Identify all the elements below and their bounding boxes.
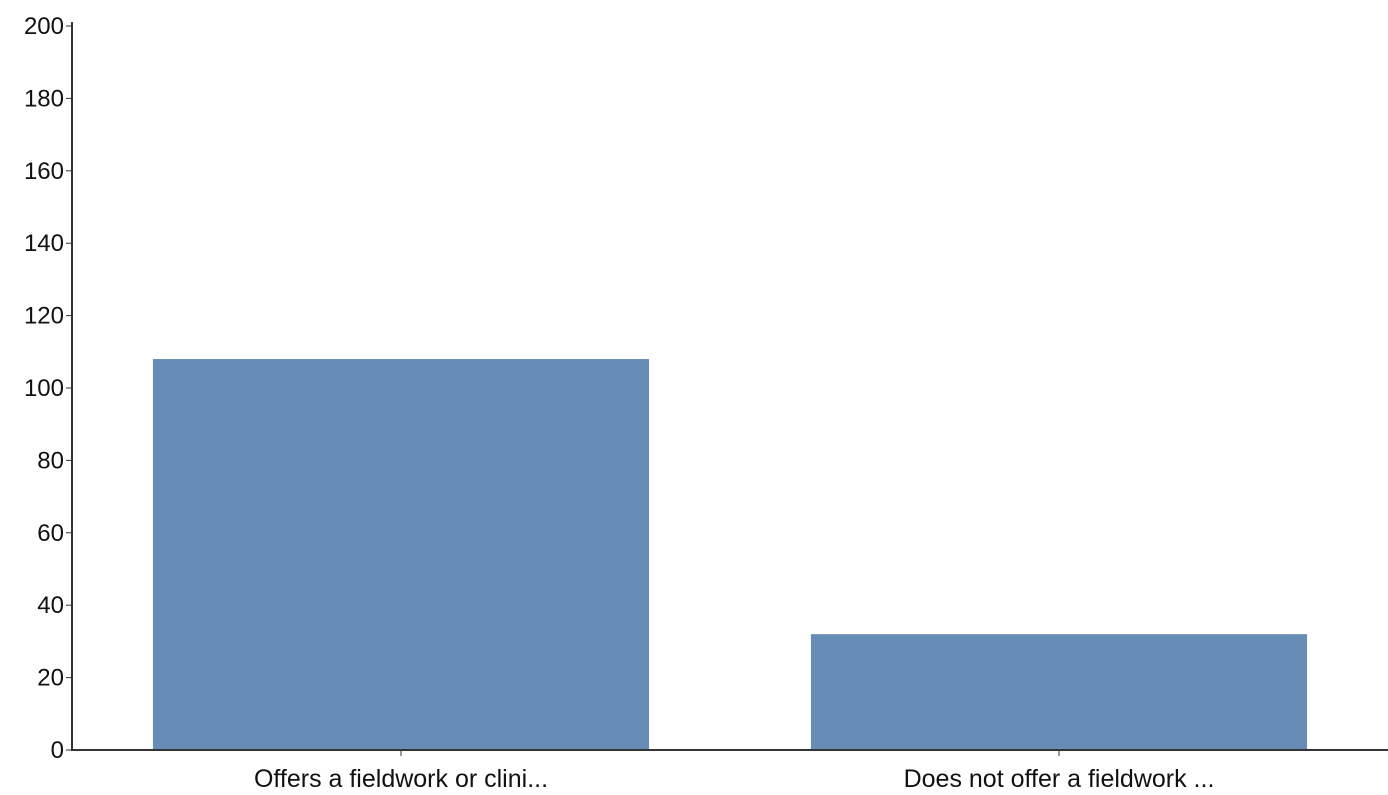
y-tick-label: 40: [37, 592, 64, 619]
y-tick-label: 180: [24, 85, 64, 112]
y-tick-label: 160: [24, 158, 64, 185]
y-tick-label: 20: [37, 665, 64, 692]
y-tick-label: 140: [24, 230, 64, 257]
x-axis-ticks: Offers a fieldwork or clini... Does not o…: [254, 750, 1215, 793]
y-tick-label: 80: [37, 447, 64, 474]
bar: [152, 359, 650, 750]
y-tick-label: 200: [24, 13, 64, 40]
x-tick-label: Does not offer a fieldwork ...: [904, 765, 1215, 790]
y-axis-ticks: 0 20 40 60 80 100 120 140 160 180 200: [24, 13, 72, 764]
y-tick-label: 0: [51, 737, 64, 764]
bar: [810, 634, 1308, 750]
y-tick-label: 120: [24, 303, 64, 330]
y-tick-label: 60: [37, 520, 64, 547]
y-tick-label: 100: [24, 375, 64, 402]
bars: [152, 359, 1308, 750]
x-tick-label: Offers a fieldwork or clini...: [254, 765, 548, 790]
